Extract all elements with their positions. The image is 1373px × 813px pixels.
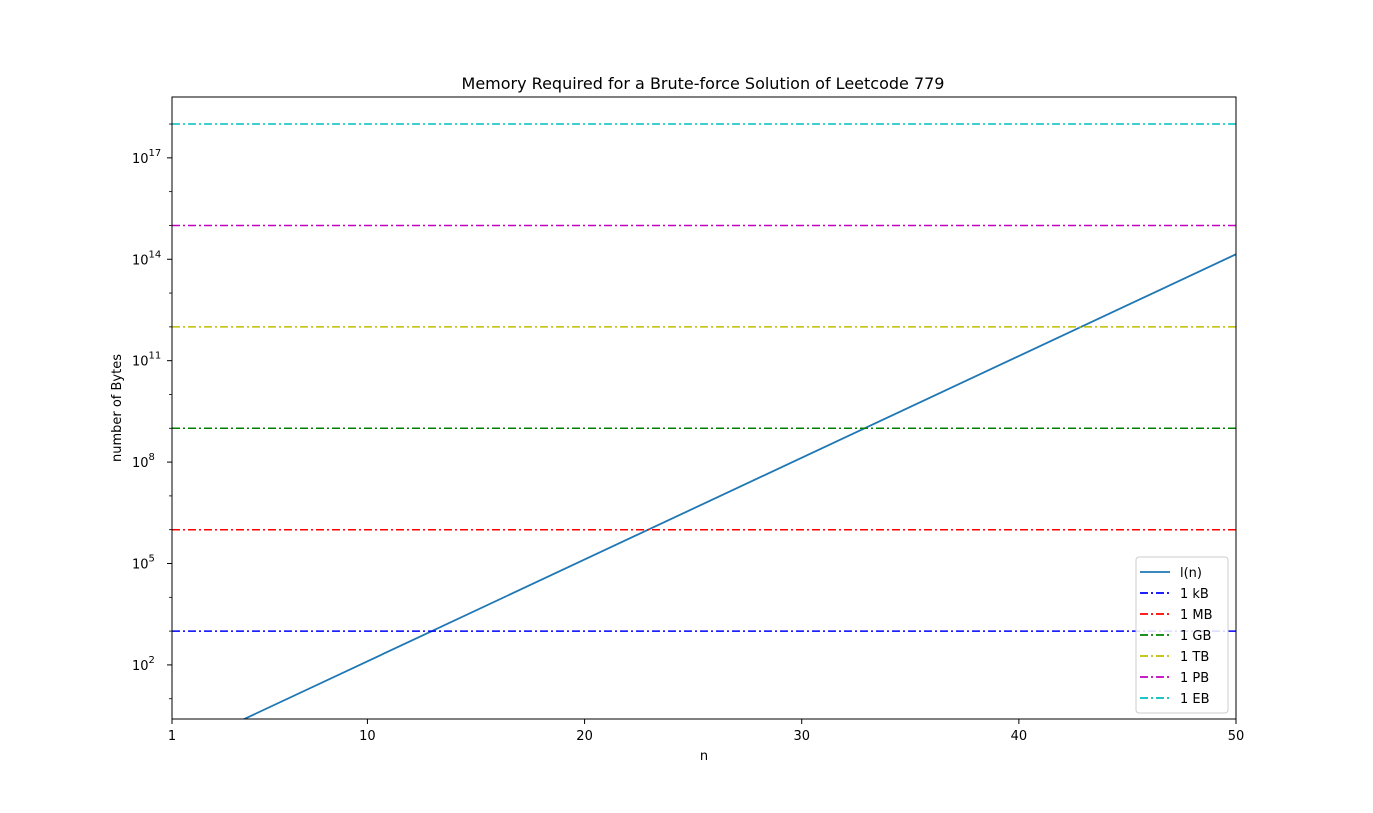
y-tick-label: 1014 (132, 249, 161, 268)
x-axis-label: n (700, 749, 708, 764)
plot-area (172, 123, 1236, 719)
y-tick-exponent: 5 (149, 554, 155, 565)
x-tick-label: 40 (1011, 729, 1028, 744)
x-tick-label: 10 (359, 729, 376, 744)
y-tick-label: 102 (132, 655, 155, 674)
x-tick-label: 50 (1228, 729, 1245, 744)
y-tick-exponent: 17 (149, 148, 162, 159)
legend-label-1-tb: 1 TB (1180, 650, 1209, 665)
axes-frame (171, 96, 1237, 720)
x-tick-label: 20 (576, 729, 593, 744)
legend: l(n) 1 kB 1 MB 1 GB 1 TB 1 PB 1 EB (1135, 556, 1229, 714)
y-axis-label: number of Bytes (110, 354, 125, 462)
legend-label-1-pb: 1 PB (1180, 671, 1209, 686)
legend-label-1-mb: 1 MB (1180, 608, 1213, 623)
y-tick-label: 1011 (132, 351, 161, 370)
legend-label-l-n: l(n) (1180, 566, 1202, 581)
x-tick-label: 30 (793, 729, 810, 744)
axes: 1 10 20 30 40 50 102 105 108 1011 1014 1017 (132, 96, 1245, 744)
y-tick-label: 105 (132, 554, 155, 573)
y-tick-exponent: 14 (149, 249, 162, 260)
legend-label-1-eb: 1 EB (1180, 692, 1210, 707)
y-tick-label: 1017 (132, 148, 161, 167)
y-tick-exponent: 2 (149, 655, 155, 666)
y-tick-exponent: 8 (149, 452, 155, 463)
legend-label-1-kb: 1 kB (1180, 587, 1209, 602)
legend-label-1-gb: 1 GB (1180, 629, 1211, 644)
series-line-l-n (242, 253, 1236, 719)
y-tick-exponent: 11 (149, 351, 162, 362)
x-tick-label: 1 (168, 729, 176, 744)
chart-title: Memory Required for a Brute-force Soluti… (462, 74, 945, 93)
legend-box (1135, 556, 1229, 714)
y-tick-label: 108 (132, 452, 155, 471)
